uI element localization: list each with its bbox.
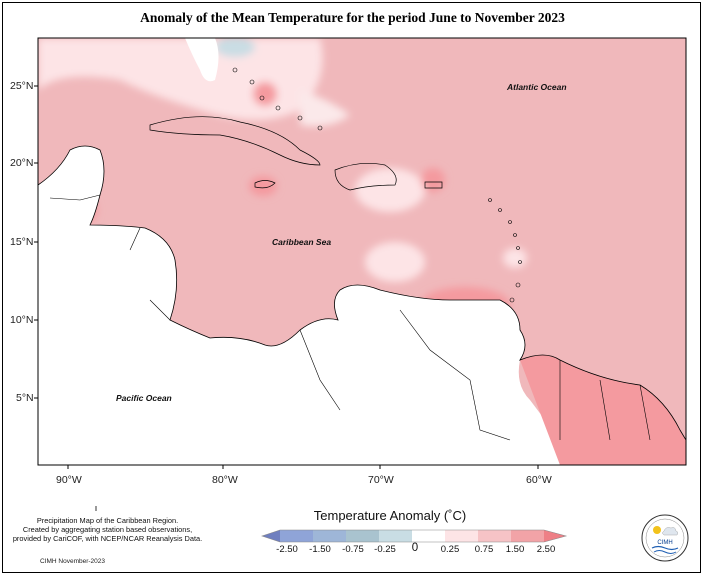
land-florida — [185, 38, 219, 82]
warm-patch-jamaica — [249, 176, 277, 196]
lon-label-80: 80°W — [212, 474, 238, 486]
land-mexico-central-america — [38, 146, 560, 465]
cool-patch-central — [365, 242, 425, 282]
legend-swatch — [280, 530, 313, 542]
legend-title: Temperature Anomaly (˚C) — [313, 508, 467, 523]
land-south-america-east — [520, 355, 686, 465]
cool-patch-gulf — [38, 38, 323, 120]
cool-patch-bahamas — [300, 90, 350, 127]
lat-label-15: 15°N — [10, 236, 34, 248]
lesser-antilles — [488, 198, 522, 303]
legend-value: 0.75 — [474, 544, 494, 555]
credit-text: Precipitation Map of the Caribbean Regio… — [10, 516, 205, 543]
legend-colorbar — [261, 529, 568, 543]
land-cuba — [149, 116, 321, 166]
latitude-ticks — [34, 85, 38, 399]
legend-swatch — [346, 530, 379, 542]
cool-patch-hispaniola — [355, 168, 425, 212]
land-puerto-rico — [424, 181, 443, 189]
cool-patch-antilles — [503, 248, 527, 268]
credit-line: provided by CariCOF, with NCEP/NCAR Rean… — [12, 534, 203, 543]
legend-value: 0.25 — [440, 544, 460, 555]
label-atlantic-ocean: Atlantic Ocean — [507, 82, 567, 92]
warm-patch-puerto-rico — [421, 168, 445, 192]
legend-swatch — [478, 530, 511, 542]
legend-swatch — [511, 530, 544, 542]
legend-value: 0 — [411, 542, 419, 554]
label-pacific-ocean: Pacific Ocean — [116, 393, 172, 403]
legend-value: -0.25 — [374, 544, 396, 555]
lat-label-25: 25°N — [10, 80, 34, 92]
lat-label-5: 5°N — [16, 392, 34, 404]
legend-value: 2.50 — [536, 544, 556, 555]
credit-line: Created by aggregating station based obs… — [22, 525, 193, 534]
legend-value: 1.50 — [505, 544, 525, 555]
bahamas-islands — [232, 67, 323, 131]
credit-line: Precipitation Map of the Caribbean Regio… — [36, 516, 179, 525]
legend-value: -0.75 — [342, 544, 364, 555]
coastline-mainland — [38, 145, 686, 441]
map-title: Anomaly of the Mean Temperature for the … — [140, 10, 565, 25]
legend-swatch — [544, 530, 566, 542]
legend-swatch — [379, 530, 412, 542]
border-lines — [49, 194, 651, 441]
land-hispaniola — [334, 163, 397, 191]
legend-swatch — [313, 530, 346, 542]
legend-value: -1.50 — [309, 544, 331, 555]
lat-label-10: 10°N — [10, 314, 34, 326]
legend-swatch — [262, 530, 280, 542]
lat-label-20: 20°N — [10, 157, 34, 169]
longitude-ticks — [67, 465, 539, 469]
lon-label-60: 60°W — [526, 474, 552, 486]
legend-swatch — [445, 530, 478, 542]
legend-swatch — [412, 530, 445, 542]
logo-text: CIMH — [657, 540, 672, 546]
cool-patch-florida — [215, 38, 255, 57]
land-jamaica — [254, 180, 276, 189]
legend-value: -2.50 — [276, 544, 298, 555]
lon-label-90: 90°W — [56, 474, 82, 486]
warm-patch-bahamas — [253, 82, 277, 106]
lon-label-70: 70°W — [368, 474, 394, 486]
date-note: CIMH November-2023 — [40, 558, 106, 565]
label-caribbean-sea: Caribbean Sea — [272, 237, 332, 247]
cimh-logo: CIMH — [641, 514, 689, 562]
